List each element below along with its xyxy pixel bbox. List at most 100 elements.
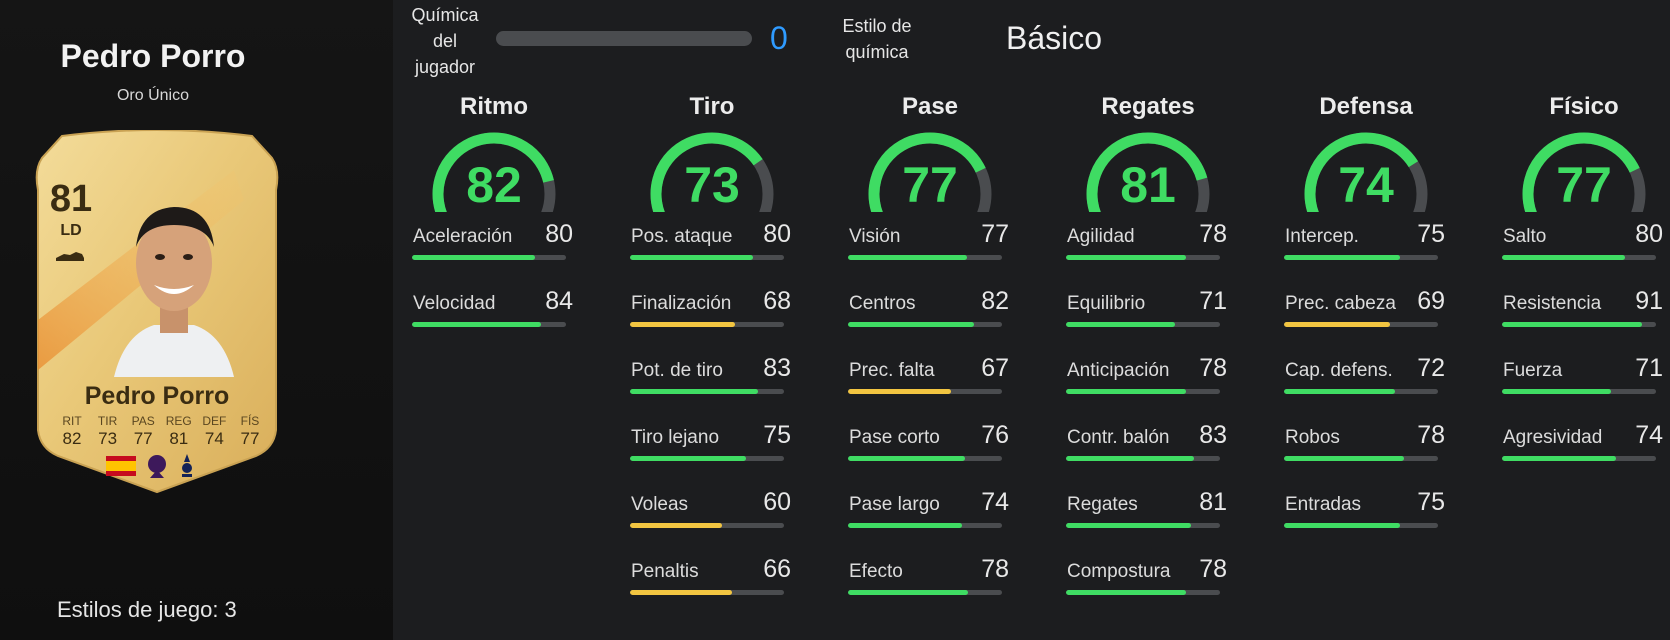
stat-name: Centros <box>849 293 916 314</box>
stat-bar <box>1284 389 1438 394</box>
gauge-arc <box>650 132 774 212</box>
stat-bar-fill <box>1284 456 1405 461</box>
card-position: LD <box>60 222 82 239</box>
stat-bar-fill <box>1502 322 1643 327</box>
stat-row-contr-balon[interactable]: Contr. balón 83 <box>1064 413 1232 480</box>
stat-bar <box>412 322 566 327</box>
gauge-arc <box>868 132 992 212</box>
stat-row-robos[interactable]: Robos 78 <box>1282 413 1450 480</box>
stat-bar-fill <box>630 389 758 394</box>
boot-icon <box>56 252 84 261</box>
stat-bar-fill <box>1066 255 1187 260</box>
stat-bar <box>1502 389 1656 394</box>
category-title: Tiro <box>689 93 735 120</box>
stat-row-intercep[interactable]: Intercep. 75 <box>1282 212 1450 279</box>
stat-name: Visión <box>849 226 901 247</box>
stat-row-pot-de-tiro[interactable]: Pot. de tiro 83 <box>628 346 796 413</box>
stat-row-fuerza[interactable]: Fuerza 71 <box>1500 346 1668 413</box>
stat-row-agilidad[interactable]: Agilidad 78 <box>1064 212 1232 279</box>
gauge-arc <box>432 132 556 212</box>
stat-value: 60 <box>763 488 791 516</box>
stat-name: Pase largo <box>849 494 940 515</box>
stat-row-entradas[interactable]: Entradas 75 <box>1282 480 1450 547</box>
stat-column-ritmo: Ritmo 82 Aceleración 80 Velocidad 84 <box>410 90 578 346</box>
stat-bar-fill <box>1066 590 1187 595</box>
stat-bar <box>1284 322 1438 327</box>
stat-name: Fuerza <box>1503 360 1563 381</box>
stat-row-prec-cabeza[interactable]: Prec. cabeza 69 <box>1282 279 1450 346</box>
stat-value: 80 <box>545 220 573 248</box>
stat-bar-fill <box>1502 255 1626 260</box>
category-rating: 73 <box>684 157 740 213</box>
playstyles-count: Estilos de juego: 3 <box>57 597 237 622</box>
player-card[interactable]: 81 LD Pedro Porro RIT 82 TIR 73 PAS 77 REG 8… <box>34 130 280 500</box>
stat-row-aceleracion[interactable]: Aceleración 80 <box>410 212 578 279</box>
stat-row-pase-largo[interactable]: Pase largo 74 <box>846 480 1014 547</box>
stat-name: Entradas <box>1285 494 1362 515</box>
stat-row-anticipacion[interactable]: Anticipación 78 <box>1064 346 1232 413</box>
stat-row-vision[interactable]: Visión 77 <box>846 212 1014 279</box>
category-rating: 81 <box>1120 157 1176 213</box>
stat-name: Agresividad <box>1503 427 1603 448</box>
stat-row-voleas[interactable]: Voleas 60 <box>628 480 796 547</box>
category-rating: 74 <box>1338 157 1394 213</box>
stat-bar-fill <box>1066 322 1176 327</box>
stat-row-centros[interactable]: Centros 82 <box>846 279 1014 346</box>
category-title: Físico <box>1549 93 1619 120</box>
category-gauge: 74 <box>1282 128 1450 213</box>
stat-row-prec-falta[interactable]: Prec. falta 67 <box>846 346 1014 413</box>
stat-row-pase-corto[interactable]: Pase corto 76 <box>846 413 1014 480</box>
stat-bar-fill <box>630 456 746 461</box>
stat-value: 78 <box>1199 555 1227 583</box>
stat-row-salto[interactable]: Salto 80 <box>1500 212 1668 279</box>
stat-name: Penaltis <box>631 561 699 582</box>
stat-name: Pos. ataque <box>631 226 733 247</box>
stat-bar <box>630 389 784 394</box>
stat-bar <box>630 322 784 327</box>
stat-value: 84 <box>545 287 573 315</box>
stat-name: Pase corto <box>849 427 940 448</box>
stat-row-pos-ataque[interactable]: Pos. ataque 80 <box>628 212 796 279</box>
gauge-arc <box>1304 132 1428 212</box>
stat-bar <box>1284 523 1438 528</box>
stat-bar <box>1066 322 1220 327</box>
stat-value: 80 <box>763 220 791 248</box>
stat-row-cap-defens[interactable]: Cap. defens. 72 <box>1282 346 1450 413</box>
stat-row-efecto[interactable]: Efecto 78 <box>846 547 1014 614</box>
card-player-name: Pedro Porro <box>84 382 230 410</box>
card-stat-pas: PAS 77 <box>131 414 155 448</box>
stat-name: Voleas <box>631 494 689 515</box>
stat-bar-fill <box>1284 389 1395 394</box>
card-type: Oro Único <box>116 87 190 104</box>
stat-bar <box>1284 255 1438 260</box>
stat-bar-fill <box>848 255 967 260</box>
stat-name: Anticipación <box>1067 360 1170 381</box>
stat-row-resistencia[interactable]: Resistencia 91 <box>1500 279 1668 346</box>
stat-bar <box>848 523 1002 528</box>
stat-row-compostura[interactable]: Compostura 78 <box>1064 547 1232 614</box>
stat-bar-fill <box>1066 389 1187 394</box>
stat-bar <box>848 322 1002 327</box>
stat-value: 78 <box>1199 220 1227 248</box>
category-title: Regates <box>1101 93 1195 120</box>
category-rating: 77 <box>1556 157 1612 213</box>
stat-row-penaltis[interactable]: Penaltis 66 <box>628 547 796 614</box>
stat-bar <box>848 255 1002 260</box>
stat-bar <box>848 590 1002 595</box>
stat-row-tiro-lejano[interactable]: Tiro lejano 75 <box>628 413 796 480</box>
chemistry-style-value[interactable]: Básico <box>1006 20 1103 56</box>
player-portrait <box>114 207 234 377</box>
card-badges <box>106 452 196 480</box>
stat-row-agresividad[interactable]: Agresividad 74 <box>1500 413 1668 480</box>
stat-row-finalizacion[interactable]: Finalización 68 <box>628 279 796 346</box>
stat-column-regates: Regates 81 Agilidad 78 Equilibrio 71 Anticipac… <box>1064 90 1232 614</box>
stat-row-regates[interactable]: Regates 81 <box>1064 480 1232 547</box>
stat-row-velocidad[interactable]: Velocidad 84 <box>410 279 578 346</box>
stat-bar <box>1502 456 1656 461</box>
premier-league-icon <box>148 455 166 478</box>
stat-row-equilibrio[interactable]: Equilibrio 71 <box>1064 279 1232 346</box>
stat-bar-fill <box>848 322 975 327</box>
stat-bar <box>1066 255 1220 260</box>
stat-bar <box>412 255 566 260</box>
stat-value: 74 <box>981 488 1009 516</box>
